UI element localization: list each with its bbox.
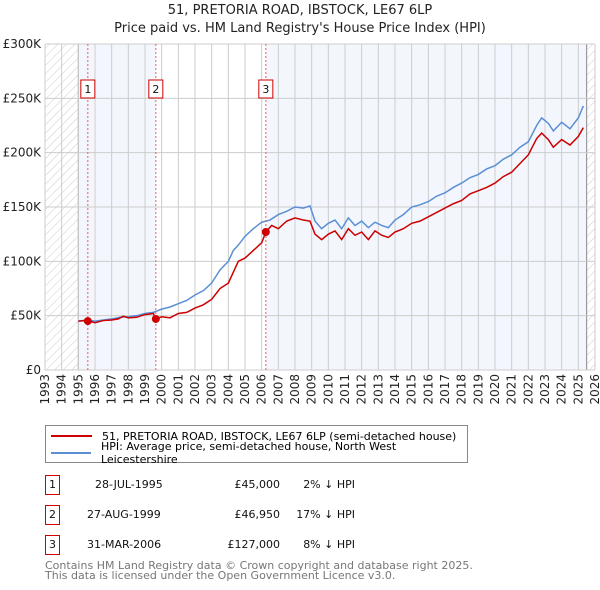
sale-label-number: 3 xyxy=(262,83,269,96)
chart-title: 51, PRETORIA ROAD, IBSTOCK, LE67 6LP xyxy=(167,3,433,18)
x-tick-label: 2023 xyxy=(538,374,552,405)
x-tick-label: 2022 xyxy=(521,374,535,405)
footer: Contains HM Land Registry data © Crown c… xyxy=(45,559,473,582)
x-tick-label: 2011 xyxy=(338,374,352,405)
sale-label-number: 2 xyxy=(152,83,159,96)
legend-item-hpi: HPI: Average price, semi-detached house,… xyxy=(46,440,467,466)
y-tick-label: £50K xyxy=(10,309,42,323)
x-tick-label: 2013 xyxy=(371,374,385,405)
sale-price: £46,950 xyxy=(234,508,281,521)
blue-line-swatch xyxy=(51,452,91,454)
x-tick-label: 1995 xyxy=(71,374,85,405)
red-line-swatch xyxy=(51,435,92,437)
x-tick-label: 1999 xyxy=(138,374,152,405)
x-tick-label: 2020 xyxy=(488,374,502,405)
y-tick-label: £150K xyxy=(3,200,43,214)
y-tick-label: £100K xyxy=(3,254,43,268)
x-tick-label: 1994 xyxy=(55,374,69,405)
sale-number-badge: 2 xyxy=(45,505,60,525)
sale-point xyxy=(261,227,270,236)
y-tick-label: £300K xyxy=(3,37,43,51)
price-chart: 1993 1994 1995 1996 1997 1998 1999 2000 2001 2002… xyxy=(3,37,600,405)
x-tick-label: 1996 xyxy=(88,374,102,405)
y-tick-label: £0 xyxy=(26,363,41,377)
footer-copyright: Contains HM Land Registry data © Crown c… xyxy=(45,559,473,572)
x-tick-label: 2017 xyxy=(438,374,452,405)
sale-date: 31-MAR-2006 xyxy=(87,538,162,551)
footer-licence: This data is licensed under the Open Gov… xyxy=(45,569,396,582)
x-tick-label: 2000 xyxy=(155,374,169,405)
sale-price: £45,000 xyxy=(234,478,281,491)
x-tick-label: 2014 xyxy=(388,374,402,405)
sale-number-badge: 3 xyxy=(45,535,60,555)
sale-hpi-delta: 17% ↓ HPI xyxy=(296,508,355,521)
x-tick-label: 2005 xyxy=(238,374,252,405)
chart-subtitle: Price paid vs. HM Land Registry's House … xyxy=(114,21,486,36)
x-tick-label: 2008 xyxy=(288,374,302,405)
legend-label-property: 51, PRETORIA ROAD, IBSTOCK, LE67 6LP (se… xyxy=(102,429,457,443)
sale-point xyxy=(83,317,92,326)
hpi-line xyxy=(78,105,585,322)
x-tick-label: 2015 xyxy=(405,374,419,405)
x-tick-label: 2010 xyxy=(321,374,335,405)
sale-label-box xyxy=(258,79,274,99)
x-tick-label: 2002 xyxy=(188,374,202,405)
x-tick-label: 2024 xyxy=(555,374,569,405)
sale-label-box xyxy=(80,79,96,99)
legend: 51, PRETORIA ROAD, IBSTOCK, LE67 6LP (se… xyxy=(45,425,468,466)
sale-date: 28-JUL-1995 xyxy=(95,478,163,491)
x-tick-label: 2007 xyxy=(271,374,285,405)
sale-number-badge: 1 xyxy=(45,475,60,495)
x-tick-label: 2025 xyxy=(571,374,585,405)
x-tick-label: 1998 xyxy=(121,374,135,405)
x-tick-label: 2018 xyxy=(455,374,469,405)
x-tick-label: 2016 xyxy=(421,374,435,405)
legend-label-hpi: HPI: Average price, semi-detached house,… xyxy=(100,440,397,466)
x-tick-label: 2001 xyxy=(171,374,185,405)
x-tick-label: 2026 xyxy=(588,374,600,405)
x-tick-label: 1997 xyxy=(105,374,119,405)
x-tick-label: 2003 xyxy=(205,374,219,405)
y-tick-label: £250K xyxy=(3,91,43,105)
sale-label-number: 1 xyxy=(84,83,91,96)
y-tick-label: £200K xyxy=(3,146,43,160)
legend-item-property: 51, PRETORIA ROAD, IBSTOCK, LE67 6LP (se… xyxy=(46,428,456,444)
x-tick-label: 2012 xyxy=(355,374,369,405)
x-tick-label: 2006 xyxy=(255,374,269,405)
sale-point xyxy=(151,314,160,323)
sale-hpi-delta: 8% ↓ HPI xyxy=(303,538,355,551)
x-tick-label: 2021 xyxy=(505,374,519,405)
sale-date: 27-AUG-1999 xyxy=(87,508,161,521)
x-tick-label: 2009 xyxy=(305,374,319,405)
sale-price: £127,000 xyxy=(227,538,281,551)
sale-label-box xyxy=(148,79,164,99)
x-tick-label: 2019 xyxy=(471,374,485,405)
sale-hpi-delta: 2% ↓ HPI xyxy=(303,478,355,491)
x-tick-label: 2004 xyxy=(221,374,235,405)
x-tick-label: 1993 xyxy=(38,374,52,405)
